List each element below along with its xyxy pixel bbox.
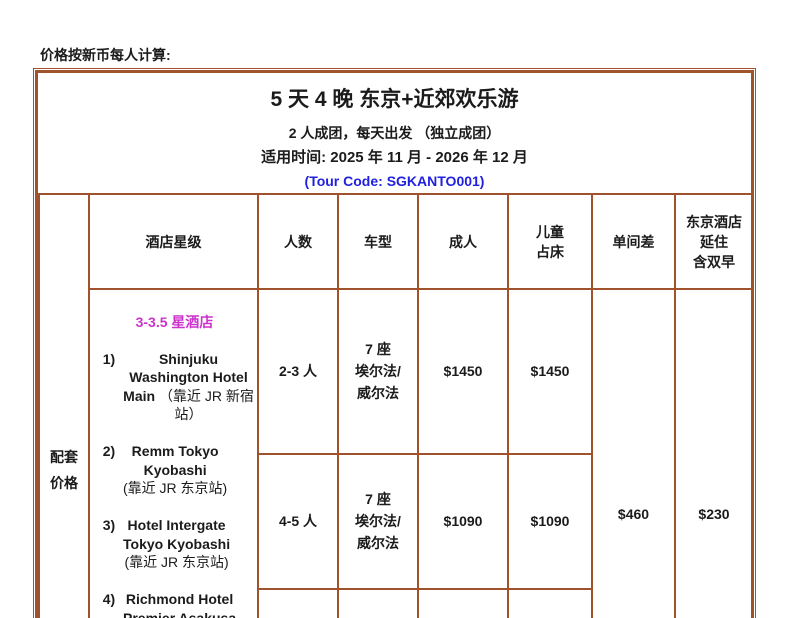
header-adult: 成人 <box>417 193 509 290</box>
hotel-location: （靠近 JR 新宿站） <box>158 387 254 423</box>
hotel-item-number: 3) <box>102 517 116 533</box>
table-header-row: 配套 价格 酒店星级 人数 车型 成人 儿童 占床 单间差 东京酒店 延住 含双… <box>38 193 754 618</box>
hotel-location: (靠近 JR 东京站) <box>123 480 228 496</box>
pax-cell: 2-3 人 <box>257 288 339 455</box>
hotel-star-rating: 3-3.5 星酒店 <box>135 313 214 330</box>
hotel-list-item: 3) Hotel Intergate Tokyo Kyobashi (靠近 JR … <box>95 516 254 572</box>
tokyo-extension-cell: $230 <box>674 288 754 618</box>
price-currency-note: 价格按新币每人计算: <box>40 47 171 63</box>
table-row: 3-3.5 星酒店 1) Shinjuku Washington Hotel M… <box>39 288 754 618</box>
header-single-supplement: 单间差 <box>591 193 676 290</box>
pax-cell: 6-8 人 <box>257 588 339 618</box>
vehicle-cell: 10 座 海狮 <box>337 588 419 618</box>
pax-cell: 4-5 人 <box>257 452 339 591</box>
hotel-item-number: 1) <box>102 350 116 367</box>
tour-subtitle: 2 人成团，每天出发 （独立成团） <box>288 125 501 141</box>
hotel-name: Richmond Hotel Premier Asakusa Internati… <box>123 591 237 618</box>
hotel-name: Hotel Intergate Tokyo Kyobashi <box>123 517 231 552</box>
title-block: 5 天 4 晚 东京+近郊欢乐游 2 人成团，每天出发 （独立成团） 适用时间:… <box>38 73 751 193</box>
single-supplement-cell: $460 <box>591 288 676 618</box>
hotel-location: (靠近 JR 东京站) <box>124 554 229 570</box>
child-bed-price-cell: $1090 <box>507 452 593 591</box>
hotel-item-number: 4) <box>102 591 116 607</box>
child-bed-price-cell: $1450 <box>507 288 593 455</box>
hotel-name: Shinjuku Washington Hotel Main <box>123 350 248 404</box>
tour-price-sheet-inner-border: 5 天 4 晚 东京+近郊欢乐游 2 人成团，每天出发 （独立成团） 适用时间:… <box>35 70 754 618</box>
adult-price-cell: $1090 <box>417 452 509 591</box>
header-hotel-class: 酒店星级 <box>88 193 259 290</box>
header-child-with-bed: 儿童 占床 <box>507 193 593 290</box>
tour-price-sheet: 5 天 4 晚 东京+近郊欢乐游 2 人成团，每天出发 （独立成团） 适用时间:… <box>33 68 756 618</box>
header-pax: 人数 <box>257 193 339 290</box>
vehicle-cell: 7 座 埃尔法/ 威尔法 <box>337 452 419 591</box>
adult-price-cell: $1450 <box>417 288 509 455</box>
hotel-item-number: 2) <box>102 443 116 459</box>
adult-price-cell: $990 <box>417 588 509 618</box>
hotel-list-cell: 3-3.5 星酒店 1) Shinjuku Washington Hotel M… <box>88 288 259 618</box>
tour-title: 5 天 4 晚 东京+近郊欢乐游 <box>270 88 519 111</box>
table-row: 4-5 人 7 座 埃尔法/ 威尔法 $1090 $1090 <box>39 452 753 591</box>
table-row: 6-8 人 10 座 海狮 $990 $990 <box>39 588 753 618</box>
tour-validity-dates: 适用时间: 2025 年 11 月 - 2026 年 12 月 <box>261 149 528 166</box>
vehicle-cell: 7 座 埃尔法/ 威尔法 <box>337 288 419 455</box>
hotel-name: Remm Tokyo Kyobashi <box>131 443 219 478</box>
hotel-list-item: 1) Shinjuku Washington Hotel Main （靠近 JR… <box>95 350 254 424</box>
row-label-package-price: 配套 价格 <box>38 193 90 618</box>
header-vehicle: 车型 <box>337 193 419 290</box>
header-tokyo-extension: 东京酒店 延住 含双早 <box>674 193 754 290</box>
tour-code: (Tour Code: SGKANTO001) <box>304 173 485 189</box>
hotel-list-item: 4) Richmond Hotel Premier Asakusa Intern… <box>95 590 254 618</box>
hotel-list-item: 2) Remm Tokyo Kyobashi (靠近 JR 东京站) <box>95 442 254 498</box>
price-table: 配套 价格 酒店星级 人数 车型 成人 儿童 占床 单间差 东京酒店 延住 含双… <box>38 193 754 618</box>
child-bed-price-cell: $990 <box>507 588 593 618</box>
